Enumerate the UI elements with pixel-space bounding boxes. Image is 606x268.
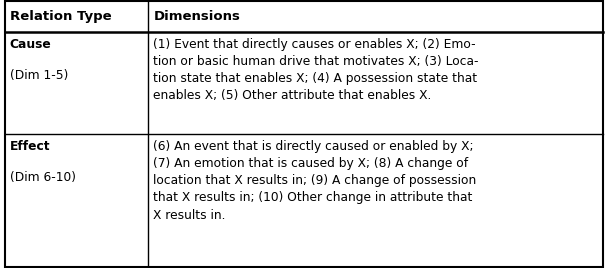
Text: Dimensions: Dimensions bbox=[153, 10, 240, 23]
Text: (Dim 1-5): (Dim 1-5) bbox=[10, 69, 68, 81]
Text: Relation Type: Relation Type bbox=[10, 10, 112, 23]
Text: Cause: Cause bbox=[10, 38, 52, 51]
Text: (6) An event that is directly caused or enabled by X;
(7) An emotion that is cau: (6) An event that is directly caused or … bbox=[153, 140, 476, 222]
Text: (Dim 6-10): (Dim 6-10) bbox=[10, 171, 76, 184]
Text: Effect: Effect bbox=[10, 140, 50, 153]
Text: (1) Event that directly causes or enables X; (2) Emo-
tion or basic human drive : (1) Event that directly causes or enable… bbox=[153, 38, 479, 102]
